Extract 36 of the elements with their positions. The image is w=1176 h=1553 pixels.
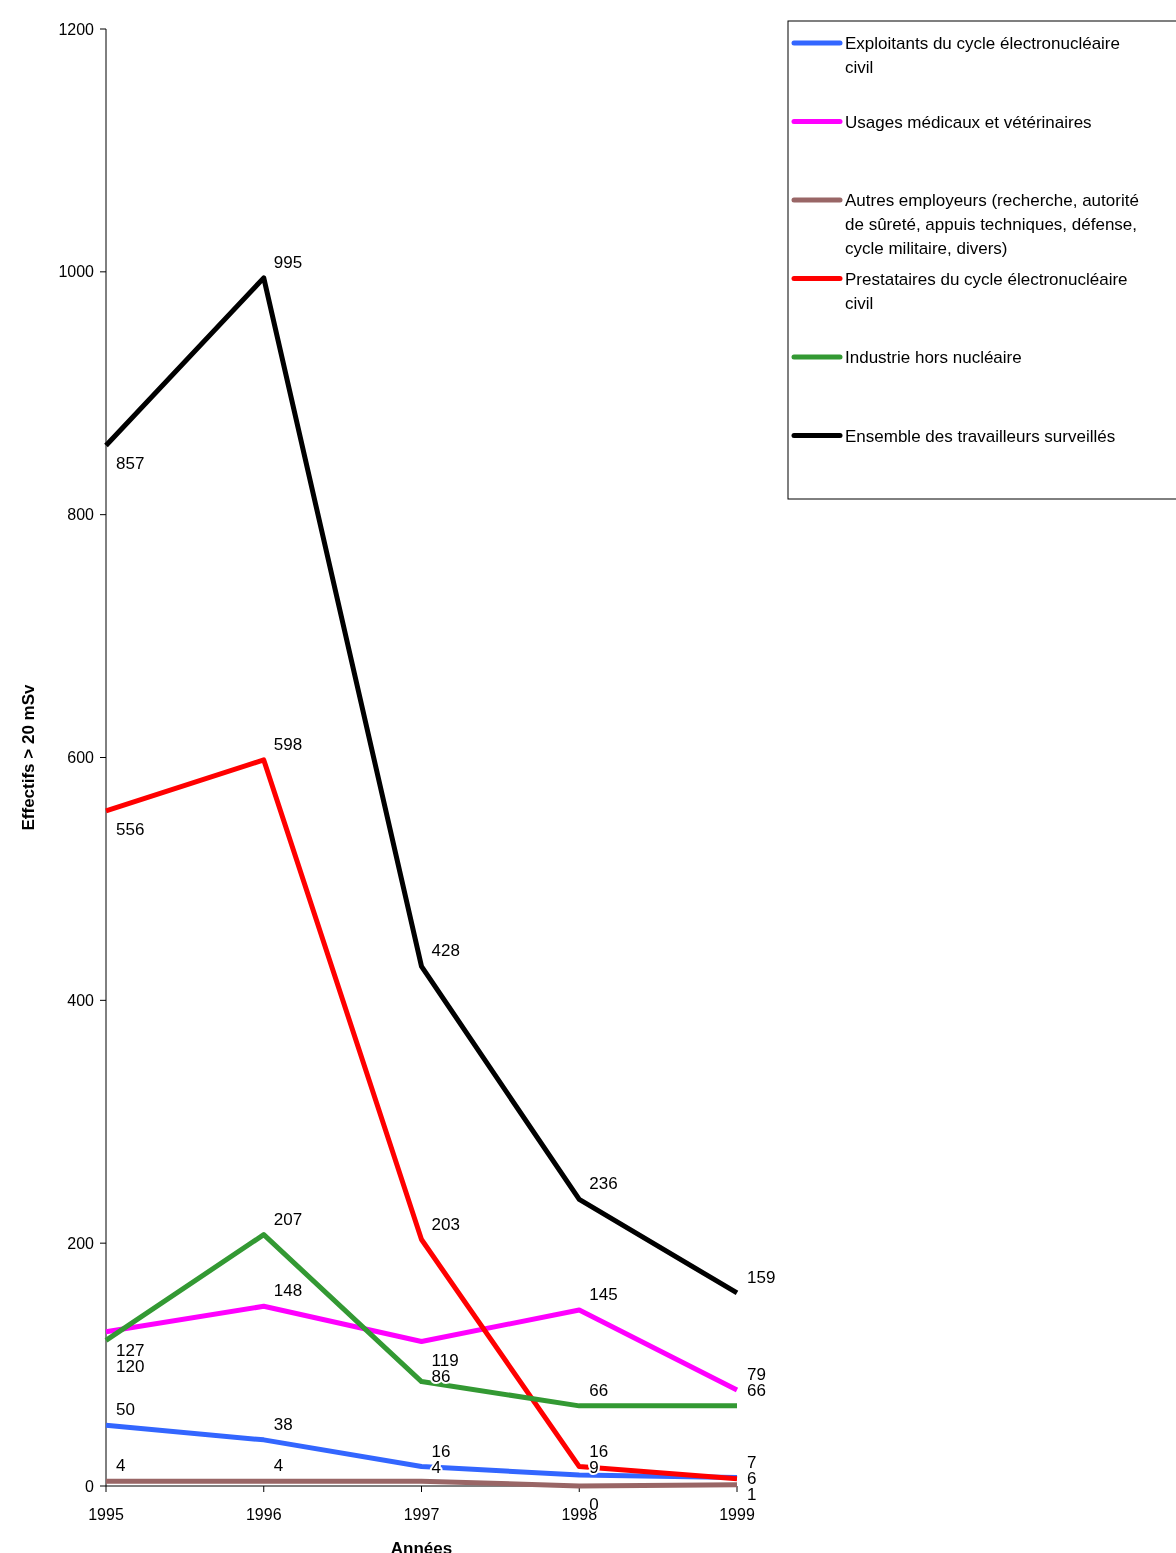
- legend-label: Industrie hors nucléaire: [845, 348, 1022, 367]
- data-label: 66: [589, 1380, 609, 1400]
- data-label: 203: [431, 1214, 460, 1234]
- y-tick-label: 1200: [58, 20, 95, 38]
- legend-label: Autres employeurs (recherche, autorité de sûreté, appuis techniques, défense, cycle militaire, divers): [845, 191, 1139, 258]
- data-label: 38: [273, 1414, 293, 1434]
- data-label: 50: [116, 1400, 135, 1420]
- y-tick-label: 600: [67, 749, 95, 767]
- data-label: 16: [431, 1441, 451, 1461]
- x-tick-label: 1997: [403, 1506, 440, 1523]
- data-label: 4: [273, 1456, 284, 1476]
- data-label: 16: [589, 1441, 609, 1461]
- data-label: 598: [273, 734, 303, 754]
- data-label: 428: [431, 941, 460, 961]
- data-label: 236: [589, 1174, 618, 1194]
- y-tick-label: 800: [67, 506, 95, 524]
- data-label: 556: [116, 819, 145, 839]
- data-label: 207: [273, 1209, 303, 1229]
- legend-label: Prestataires du cycle électronucléaire civil: [845, 269, 1128, 313]
- y-tick-label: 1000: [58, 263, 95, 281]
- legend-label: Usages médicaux et vétérinaires: [845, 112, 1092, 132]
- data-label: 159: [747, 1267, 776, 1287]
- data-label: 857: [116, 454, 145, 474]
- y-tick-label: 200: [67, 1234, 95, 1252]
- x-tick-label: 1996: [245, 1506, 282, 1523]
- data-label: 145: [589, 1284, 618, 1304]
- data-label: 995: [273, 252, 303, 272]
- data-label: 4: [116, 1456, 126, 1476]
- legend-label: Ensemble des travailleurs surveillés: [845, 426, 1116, 446]
- x-tick-label: 1995: [88, 1506, 124, 1523]
- data-label: 148: [273, 1281, 303, 1301]
- x-tick-label: 1999: [719, 1506, 755, 1523]
- legend-label: Exploitants du cycle électronucléaire civil: [845, 34, 1120, 77]
- y-tick-label: 400: [67, 991, 95, 1009]
- y-axis-title: Effectifs > 20 mSv: [19, 683, 38, 831]
- y-tick-label: 0: [85, 1477, 95, 1495]
